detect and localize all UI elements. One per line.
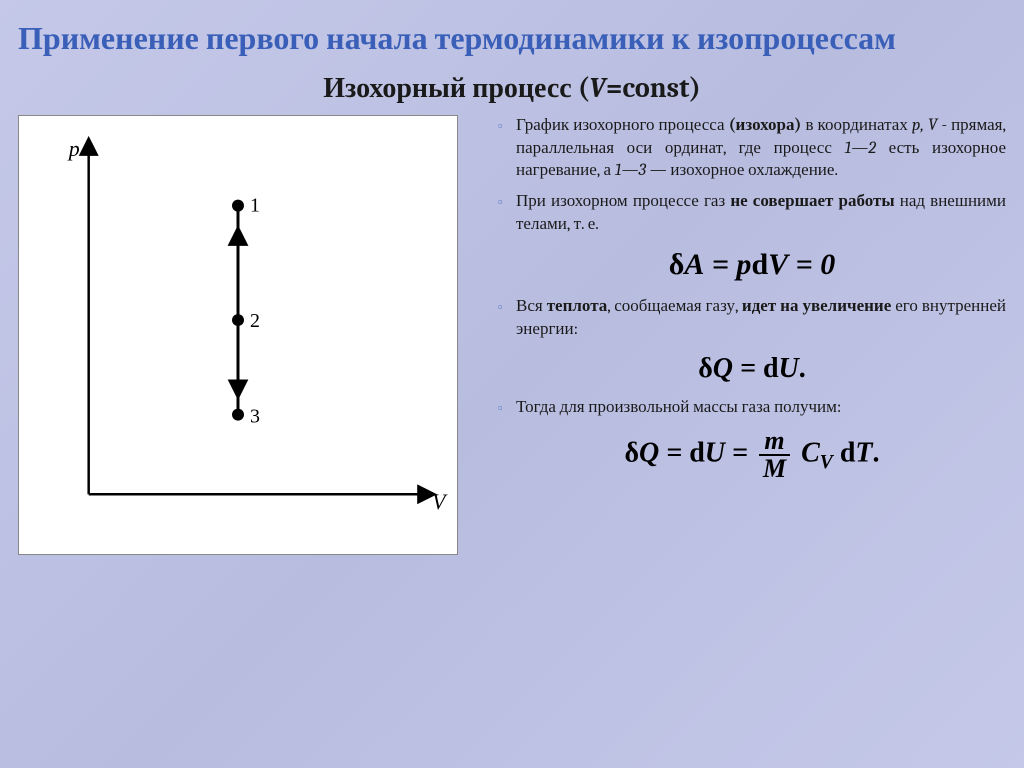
- point-2-label: 2: [250, 310, 260, 332]
- bullet-3-text: Вся теплота, сообщаемая газу, идет на ув…: [516, 296, 1006, 342]
- eq3-sub: V: [820, 452, 833, 473]
- t: 1—2: [845, 139, 877, 158]
- t: (изохора): [729, 116, 802, 135]
- t: 1—3: [615, 161, 646, 180]
- point-3-label: 3: [250, 405, 260, 427]
- right-column: ▫ График изохорного процесса (изохора) в…: [498, 115, 1006, 555]
- t: , сообщаемая газу,: [607, 297, 742, 316]
- bullet-1-text: График изохорного процесса (изохора) в к…: [516, 115, 1006, 184]
- pv-diagram: p V 1 2 3: [18, 115, 458, 555]
- equation-3: δQ = dU = mM CV dT.: [498, 428, 1006, 482]
- point-2: [232, 314, 244, 326]
- t: При изохорном процессе газ: [516, 192, 730, 211]
- subtitle-prefix: Изохорный процесс (: [323, 72, 589, 104]
- bullet-2: ▫ При изохорном процессе газ не совершае…: [498, 191, 1006, 237]
- bullet-2-text: При изохорном процессе газ не совершает …: [516, 191, 1006, 237]
- equation-1: δA = pdV = 0: [498, 245, 1006, 286]
- subtitle-var: V: [589, 72, 606, 104]
- t: — изохорное охлаждение.: [646, 161, 838, 180]
- x-axis-label: V: [432, 489, 448, 514]
- t: не совершает работы: [730, 192, 894, 211]
- eq3-num: m: [759, 428, 790, 456]
- bullet-4-text: Тогда для произвольной массы газа получи…: [516, 397, 1006, 420]
- y-axis-label: p: [67, 135, 80, 160]
- point-1-label: 1: [250, 194, 260, 216]
- subtitle-suffix: =const): [606, 72, 701, 104]
- t: График изохорного процесса: [516, 116, 729, 135]
- page-title: Применение первого начала термодинамики …: [0, 0, 1024, 60]
- bullet-marker-icon: ▫: [498, 191, 516, 237]
- subtitle: Изохорный процесс (V=const): [0, 72, 1024, 105]
- eq3-den: M: [759, 456, 790, 482]
- bullet-3: ▫ Вся теплота, сообщаемая газу, идет на …: [498, 296, 1006, 342]
- bullet-marker-icon: ▫: [498, 115, 516, 184]
- content-area: p V 1 2 3 ▫ График изохорного пр: [0, 115, 1024, 555]
- t: Вся: [516, 297, 547, 316]
- equation-2: δQ = dU.: [498, 350, 1006, 388]
- t: теплота: [547, 297, 608, 316]
- t: в координатах: [801, 116, 911, 135]
- bullet-marker-icon: ▫: [498, 397, 516, 420]
- t: идет на увеличение: [742, 297, 891, 316]
- left-column: p V 1 2 3: [18, 115, 478, 555]
- bullet-marker-icon: ▫: [498, 296, 516, 342]
- point-3: [232, 408, 244, 420]
- bullet-1: ▫ График изохорного процесса (изохора) в…: [498, 115, 1006, 184]
- point-1: [232, 199, 244, 211]
- bullet-4: ▫ Тогда для произвольной массы газа полу…: [498, 397, 1006, 420]
- t: p, V: [912, 116, 937, 135]
